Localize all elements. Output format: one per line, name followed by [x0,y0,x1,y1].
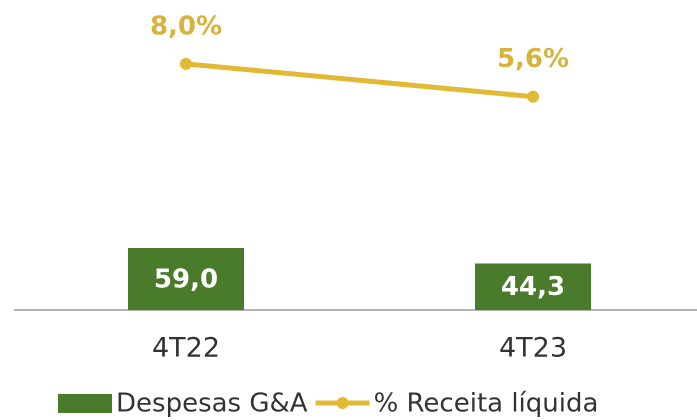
bar-value-label: 59,0 [154,265,218,295]
line-point [527,90,539,103]
bar [128,248,244,310]
x-tick-label: 4T22 [152,333,220,364]
bar [475,263,591,310]
line-value-label: 8,0% [150,11,222,41]
line-point [180,57,192,70]
line-value-label: 5,6% [497,44,569,74]
line [185,61,534,100]
legend-label: % Receita líquida [374,389,599,419]
bar-value-label: 44,3 [501,272,565,302]
legend-swatch [58,394,112,413]
x-tick-label: 4T23 [499,333,567,364]
legend-swatch-dot [336,397,349,409]
legend-label: Despesas G&A [116,389,308,419]
